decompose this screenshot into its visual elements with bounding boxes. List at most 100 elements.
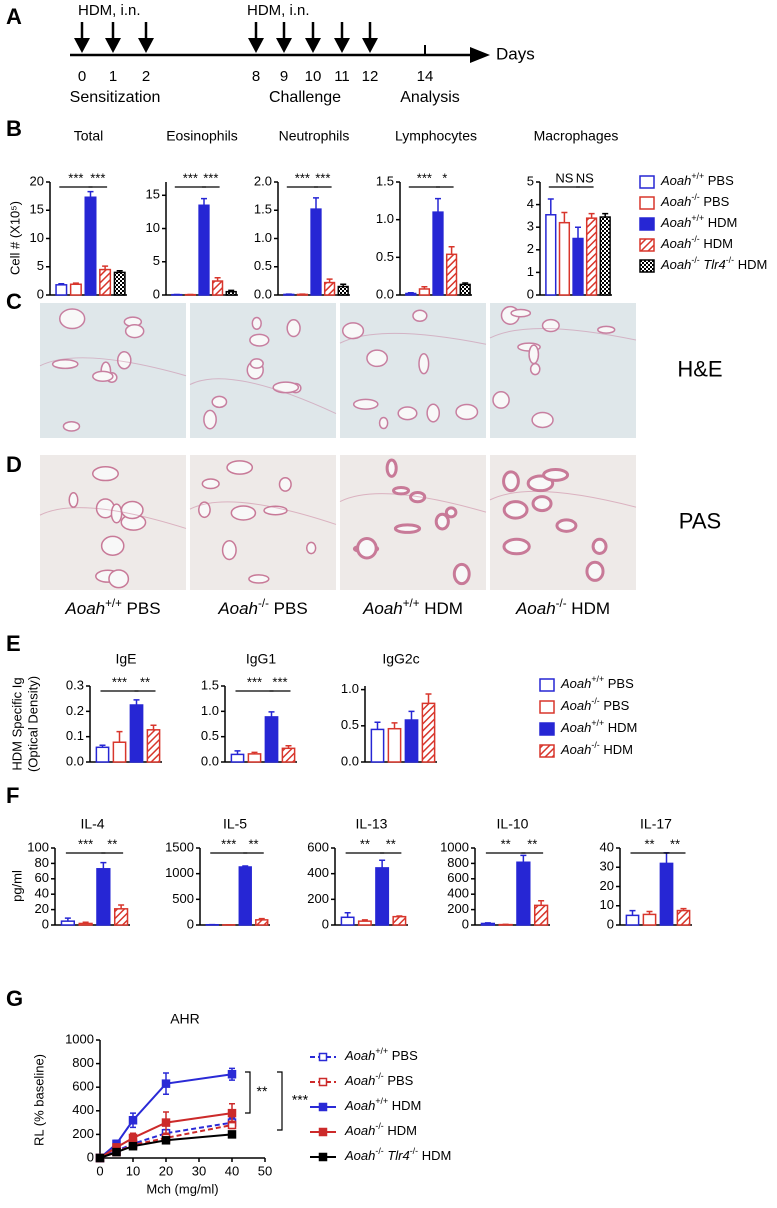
airway [387, 460, 396, 476]
bar [265, 717, 277, 762]
airway [358, 539, 377, 559]
airway [212, 396, 226, 407]
y-tick-label: 0.0 [201, 753, 219, 768]
y-tick-label: 1500 [165, 839, 194, 854]
x-tick-label: 10 [126, 1163, 140, 1178]
subplot-title: IL-5 [223, 816, 247, 832]
bar [113, 742, 125, 762]
y-tick-label: 10 [600, 897, 614, 912]
y-tick-label: 0 [42, 916, 49, 931]
bar [405, 720, 417, 762]
y-tick-label: 0.2 [66, 703, 84, 718]
y-tick-label: 20 [600, 878, 614, 893]
bar [371, 729, 383, 762]
legend-marker [320, 1054, 327, 1061]
airway [279, 478, 291, 491]
airway [419, 354, 429, 374]
significance-label: *** [272, 674, 287, 689]
bar [560, 223, 570, 295]
y-tick-label: 15 [146, 187, 160, 202]
bar [96, 747, 108, 762]
y-tick-label: 80 [35, 855, 49, 870]
significance-label: NS [555, 170, 573, 185]
airway [252, 317, 261, 329]
y-tick-label: 0.0 [341, 753, 359, 768]
airway [126, 325, 144, 338]
bar [420, 289, 430, 295]
subplot-title: Neutrophils [279, 128, 350, 144]
subplot-title: IL-10 [497, 816, 529, 832]
airway [307, 542, 316, 553]
airway [413, 310, 427, 321]
subplot-title: Lymphocytes [395, 128, 477, 144]
x-tick-label: 30 [192, 1163, 206, 1178]
airway [511, 309, 530, 316]
y-tick-label: 400 [307, 865, 329, 880]
bar [393, 917, 405, 925]
airway [93, 371, 113, 381]
significance-label: ** [257, 1083, 268, 1099]
legend-marker [320, 1129, 327, 1136]
significance-label: *** [295, 170, 310, 185]
panel-label: C [6, 289, 22, 314]
day-label: 0 [78, 68, 86, 85]
bar [535, 905, 548, 925]
legend-marker [320, 1154, 327, 1161]
y-tick-label: 0.5 [201, 728, 219, 743]
y-tick-label: 0 [322, 916, 329, 931]
legend-swatch [640, 218, 654, 230]
significance-label: ** [644, 836, 654, 851]
airway [93, 467, 119, 481]
airway [273, 382, 298, 393]
significance-label: ** [670, 836, 680, 851]
significance-label: ** [140, 674, 150, 689]
marker [163, 1080, 170, 1087]
airway [223, 541, 236, 560]
airway [202, 479, 219, 489]
bar [97, 869, 110, 925]
y-tick-label: 4 [527, 196, 534, 211]
bar [130, 705, 142, 762]
airway [587, 562, 603, 580]
airway [504, 502, 527, 518]
treatment-label: HDM, i.n. [78, 2, 141, 19]
airway [454, 564, 469, 583]
significance-label: *** [68, 170, 83, 185]
marker [130, 1134, 137, 1141]
marker [163, 1119, 170, 1126]
chart-title: AHR [170, 1011, 200, 1027]
airway [493, 392, 509, 408]
y-axis-label: HDM Specific Ig [9, 677, 24, 770]
airway [60, 309, 85, 329]
significance-label: *** [112, 674, 127, 689]
y-tick-label: 0.0 [254, 286, 272, 301]
y-tick-label: 1.5 [376, 173, 394, 188]
legend-marker [320, 1104, 327, 1111]
bar [546, 215, 556, 295]
y-tick-label: 200 [72, 1126, 94, 1141]
y-tick-label: 1.0 [341, 681, 359, 696]
x-tick-label: 20 [159, 1163, 173, 1178]
significance-label: *** [183, 170, 198, 185]
subplot-title: IgG2c [382, 651, 419, 667]
marker [229, 1071, 236, 1078]
airway [533, 497, 551, 511]
y-axis-label: pg/ml [9, 870, 24, 902]
y-tick-label: 0.5 [376, 249, 394, 264]
airway [53, 360, 78, 369]
airway [398, 407, 417, 420]
y-tick-label: 1.0 [201, 703, 219, 718]
significance-label: *** [292, 1092, 309, 1108]
subplot-title: IL-13 [356, 816, 388, 832]
legend-swatch [640, 197, 654, 209]
airway [250, 359, 263, 368]
bar [231, 754, 243, 762]
y-tick-label: 1.0 [376, 211, 394, 226]
micrograph [190, 455, 336, 590]
subplot-title: IL-17 [640, 816, 672, 832]
x-tick-label: 0 [96, 1163, 103, 1178]
significance-label: * [442, 170, 447, 185]
y-tick-label: 500 [172, 891, 194, 906]
airway [102, 536, 124, 555]
